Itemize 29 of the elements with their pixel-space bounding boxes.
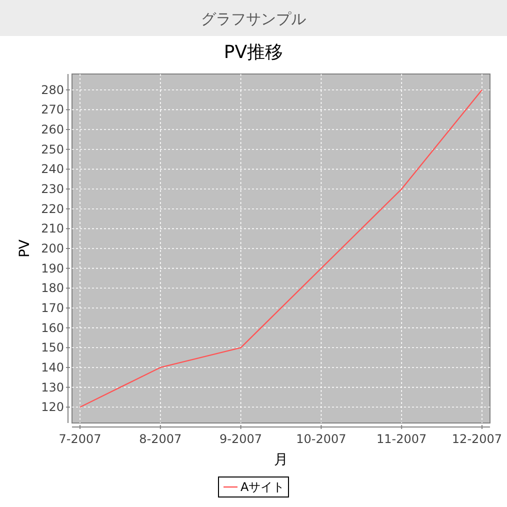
y-tick-label: 250 xyxy=(41,142,64,156)
y-axis-title: PV xyxy=(17,239,33,258)
text: グラフサンプル xyxy=(201,10,306,28)
y-tick-label: 150 xyxy=(41,340,64,355)
chart-title: PV推移 xyxy=(224,42,284,63)
line-series xyxy=(79,89,483,408)
x-tick-label: 8-2007 xyxy=(139,432,182,446)
x-axis-title: 月 xyxy=(274,452,288,468)
x-tick-label: 12-2007 xyxy=(452,432,502,446)
x-tick-label: 10-2007 xyxy=(296,432,346,446)
y-tick-label: 180 xyxy=(41,281,64,296)
y-tick-label: 210 xyxy=(41,222,64,236)
y-tick-label: 200 xyxy=(41,242,64,256)
y-tick-label: 130 xyxy=(41,380,64,394)
y-tick-label: 140 xyxy=(41,360,64,374)
y-tick-label: 280 xyxy=(41,82,64,97)
x-tick-label: 9-2007 xyxy=(220,432,262,446)
y-tick-label: 160 xyxy=(41,320,64,335)
x-tick-label: 11-2007 xyxy=(376,432,427,446)
y-tick-label: 120 xyxy=(41,400,64,414)
y-tick-label: 220 xyxy=(41,202,64,216)
x-tick-label: 7-2007 xyxy=(58,432,102,446)
y-tick-label: 170 xyxy=(41,300,64,315)
legend-label: Aサイト xyxy=(240,480,285,494)
y-tick-label: 260 xyxy=(41,122,64,137)
y-tick-label: 270 xyxy=(41,102,64,117)
y-tick-label: 230 xyxy=(41,182,64,196)
y-tick-label: 240 xyxy=(41,162,64,176)
y-tick-label: 190 xyxy=(41,261,64,276)
